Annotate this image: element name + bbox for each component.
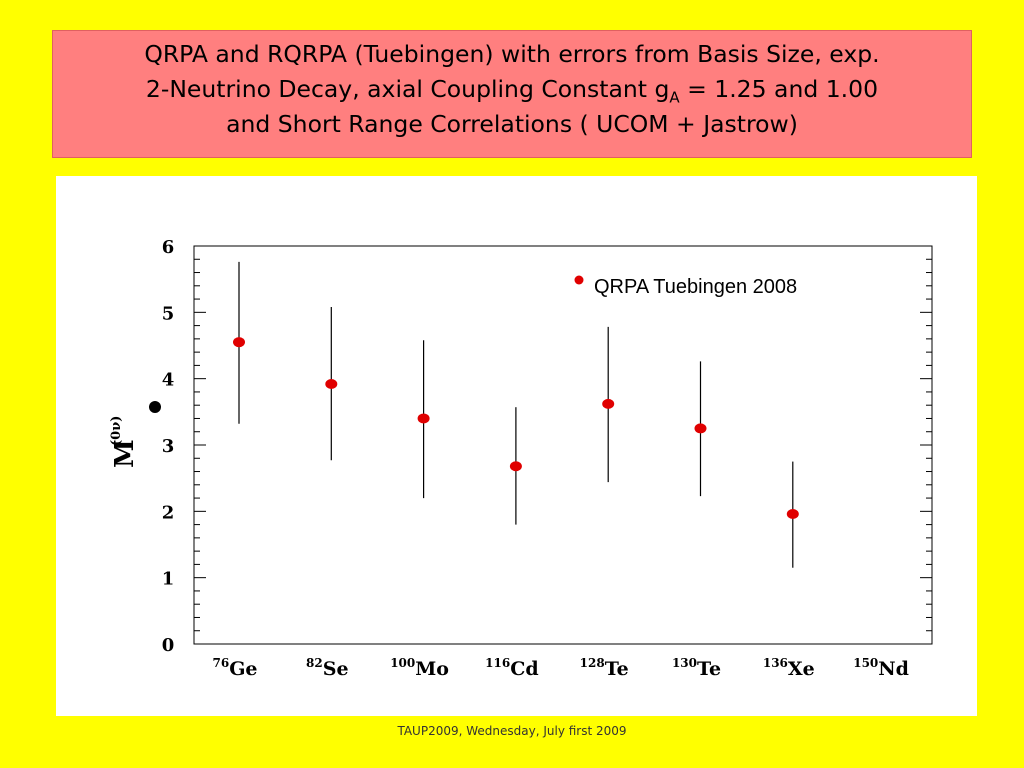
y-tick-label: 2 — [162, 502, 175, 523]
isotope-element: Nd — [878, 658, 909, 680]
legend-marker — [574, 275, 584, 285]
data-point — [509, 461, 522, 472]
data-point — [694, 423, 707, 434]
x-axis-labels: 76Ge 82Se 100Mo 116Cd 128Te 130Te 136Xe 150Nd — [212, 656, 908, 680]
y-tick-label: 0 — [162, 635, 175, 656]
error-bars — [238, 261, 794, 568]
data-point — [325, 378, 338, 389]
slide-footer: TAUP2009, Wednesday, July first 2009 — [397, 724, 627, 738]
x-tick-label: 82Se — [306, 656, 349, 680]
isotope-mass: 76 — [212, 656, 229, 670]
y-axis-label: M (0ν) — [109, 416, 140, 468]
y-tick-label: 3 — [162, 436, 175, 457]
x-tick-label: 116Cd — [485, 656, 538, 680]
x-tick-label: 130Te — [672, 656, 721, 680]
title-line-1: QRPA and RQRPA (Tuebingen) with errors f… — [144, 40, 880, 68]
isotope-element: Cd — [510, 658, 538, 680]
isotope-element: Ge — [229, 658, 257, 680]
data-point — [602, 398, 615, 409]
isotope-element: Te — [697, 658, 721, 680]
x-tick-label: 100Mo — [390, 656, 449, 680]
plot-frame — [193, 245, 933, 645]
isotope-mass: 82 — [306, 656, 323, 670]
legend: QRPA Tuebingen 2008 — [574, 275, 797, 298]
isotope-mass: 136 — [763, 656, 788, 670]
y-axis-label-main: M — [110, 439, 140, 468]
x-tick-label: 128Te — [580, 656, 629, 680]
legend-label: QRPA Tuebingen 2008 — [594, 276, 797, 298]
isotope-element: Te — [605, 658, 629, 680]
title-line-2: 2-Neutrino Decay, axial Coupling Constan… — [53, 72, 971, 107]
isotope-element: Se — [323, 658, 349, 680]
y-axis-labels: 0 1 2 3 4 5 6 — [162, 237, 175, 656]
isotope-element: Xe — [788, 658, 815, 680]
x-tick-label: 150Nd — [853, 656, 909, 680]
title-line-3: and Short Range Correlations ( UCOM + Ja… — [226, 110, 798, 138]
data-point — [233, 337, 245, 348]
y-tick-label: 4 — [162, 370, 175, 391]
title-line-2-rest: = 1.25 and 1.00 — [679, 75, 879, 103]
y-tick-label: 1 — [162, 569, 175, 590]
slide-title: QRPA and RQRPA (Tuebingen) with errors f… — [52, 30, 972, 158]
x-tick-label: 136Xe — [763, 656, 815, 680]
title-subscript: A — [669, 88, 680, 107]
data-points — [233, 337, 799, 519]
isotope-mass: 130 — [672, 656, 697, 670]
y-tick-label: 5 — [162, 303, 175, 324]
x-tick-label: 76Ge — [212, 656, 257, 680]
y-axis-ticks — [194, 245, 932, 645]
isotope-mass: 128 — [580, 656, 605, 670]
data-point — [417, 413, 430, 424]
title-line-2-text: 2-Neutrino Decay, axial Coupling Constan… — [145, 75, 670, 103]
y-axis-label-sup: (0ν) — [109, 416, 124, 446]
y-axis-bullet — [149, 401, 161, 413]
isotope-mass: 100 — [390, 656, 415, 670]
data-point — [786, 508, 799, 519]
isotope-mass: 150 — [853, 656, 878, 670]
isotope-mass: 116 — [485, 656, 510, 670]
y-tick-label: 6 — [162, 237, 175, 258]
isotope-element: Mo — [415, 658, 449, 680]
